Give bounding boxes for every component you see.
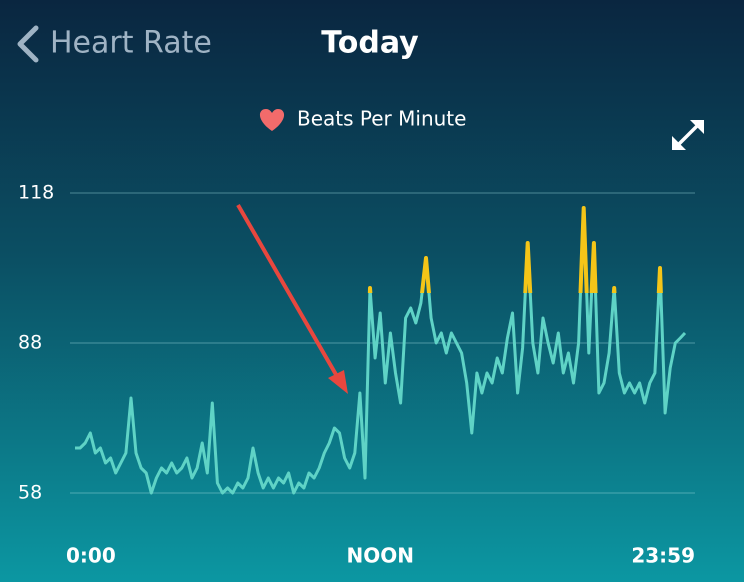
x-tick-label: 23:59 — [631, 544, 695, 568]
zone-highlight — [367, 206, 663, 293]
expand-icon[interactable] — [672, 120, 704, 150]
back-chevron[interactable] — [17, 25, 39, 63]
annotation-arrow — [236, 203, 340, 380]
y-tick-label: 58 — [18, 482, 42, 504]
y-tick-label: 118 — [18, 182, 54, 204]
x-tick-label: NOON — [346, 544, 413, 568]
back-label[interactable]: Heart Rate — [50, 26, 212, 61]
legend-heart — [259, 109, 285, 131]
legend-label: Beats Per Minute — [297, 107, 466, 131]
plot: 58 88 118 0:00 NOON 23:59 — [18, 182, 695, 568]
y-tick-label: 88 — [18, 332, 42, 354]
page-title: Today — [321, 26, 419, 61]
x-tick-label: 0:00 — [66, 544, 116, 568]
annotation-arrowhead — [328, 370, 348, 394]
